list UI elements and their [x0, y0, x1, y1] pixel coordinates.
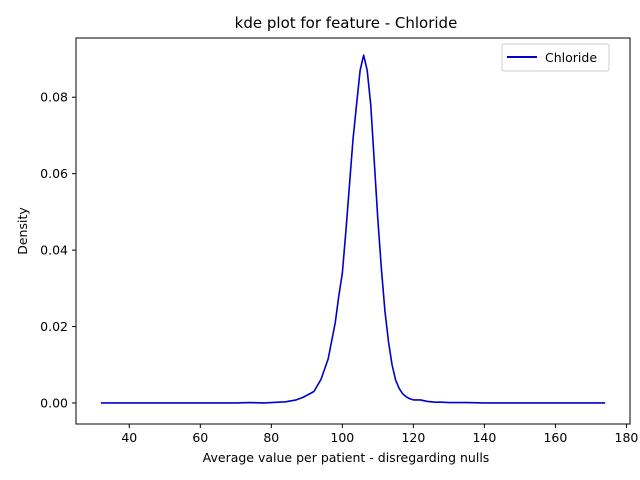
x-tick-label: 160 [543, 430, 567, 445]
chart-title: kde plot for feature - Chloride [235, 14, 458, 32]
legend-box [501, 43, 610, 72]
x-tick-label: 60 [192, 430, 208, 445]
x-tick-label: 40 [121, 430, 137, 445]
legend: Chloride [501, 43, 610, 72]
y-axis-label: Density [15, 207, 30, 255]
x-tick-label: 140 [472, 430, 496, 445]
x-axis: 40 60 80 100 120 140 160 180 [121, 424, 638, 445]
plot-area [100, 54, 606, 404]
x-axis-label: Average value per patient - disregarding… [203, 450, 490, 465]
y-axis: 0.00 0.02 0.04 0.06 0.08 [40, 90, 76, 410]
y-tick-label: 0.02 [40, 319, 68, 334]
x-tick-label: 180 [615, 430, 639, 445]
y-tick-label: 0.06 [40, 166, 68, 181]
y-tick-label: 0.00 [40, 395, 68, 410]
y-tick-label: 0.08 [40, 90, 68, 105]
series-line-0 [100, 54, 606, 404]
x-tick-label: 120 [401, 430, 425, 445]
x-tick-label: 80 [263, 430, 279, 445]
y-tick-label: 0.04 [40, 243, 68, 258]
x-tick-label: 100 [330, 430, 354, 445]
plot-frame [75, 37, 631, 425]
legend-label: Chloride [545, 50, 597, 65]
